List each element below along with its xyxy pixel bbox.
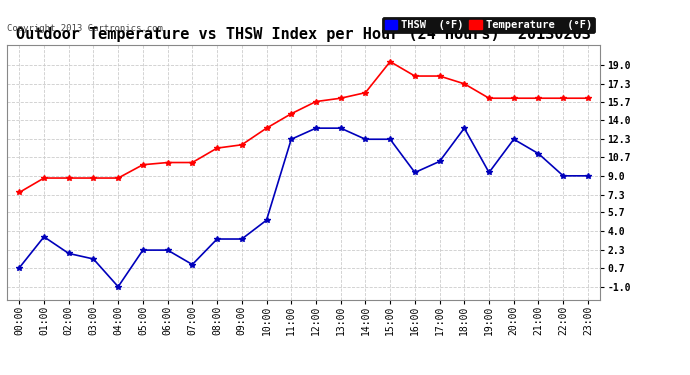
Legend: THSW  (°F), Temperature  (°F): THSW (°F), Temperature (°F)	[382, 17, 595, 33]
Text: Copyright 2013 Cartronics.com: Copyright 2013 Cartronics.com	[7, 24, 163, 33]
Title: Outdoor Temperature vs THSW Index per Hour (24 Hours)  20130203: Outdoor Temperature vs THSW Index per Ho…	[16, 27, 591, 42]
